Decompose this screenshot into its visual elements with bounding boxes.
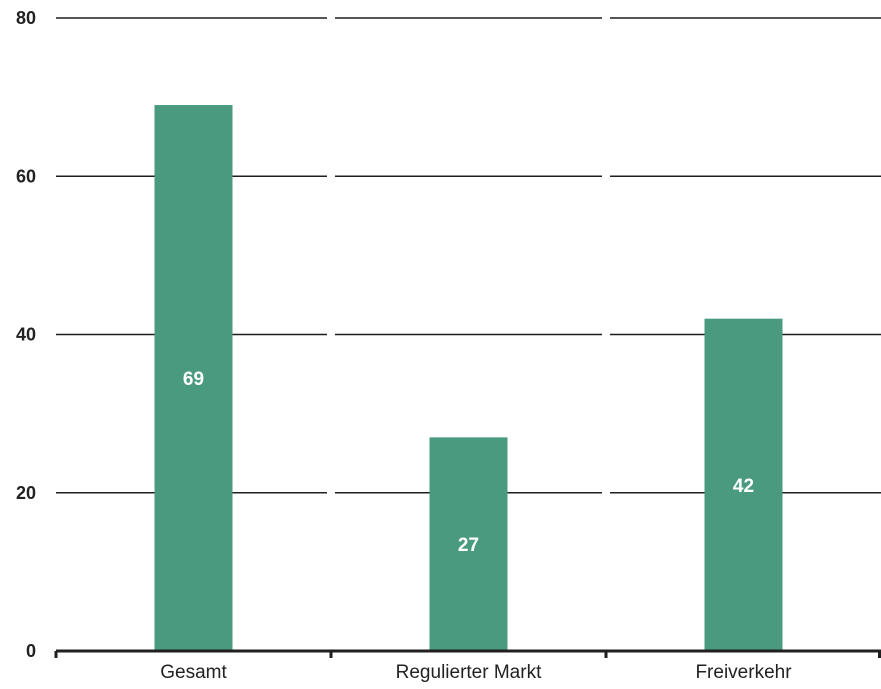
bar-3 [704,318,783,651]
data-label-2: 27 [458,535,479,556]
bar-1 [154,105,233,652]
x-tick-label-1: Gesamt [160,662,227,683]
x-axis [54,649,881,658]
data-label-1: 69 [183,369,204,390]
bar-2 [429,437,508,651]
data-label-3: 42 [733,476,754,497]
data-labels: 69 27 42 [183,369,754,556]
x-tick-label-2: Regulierter Markt [396,662,542,683]
y-tick-label: 0 [26,641,36,661]
y-tick-label: 60 [16,166,36,186]
x-tick-label-3: Freiverkehr [695,662,792,683]
y-tick-labels: 0 20 40 60 80 [16,8,36,661]
y-tick-label: 20 [16,483,36,503]
bars [154,105,783,652]
y-tick-label: 40 [16,325,36,345]
x-tick-labels: Gesamt Regulierter Markt Freiverkehr [160,662,792,683]
y-tick-label: 80 [16,8,36,28]
